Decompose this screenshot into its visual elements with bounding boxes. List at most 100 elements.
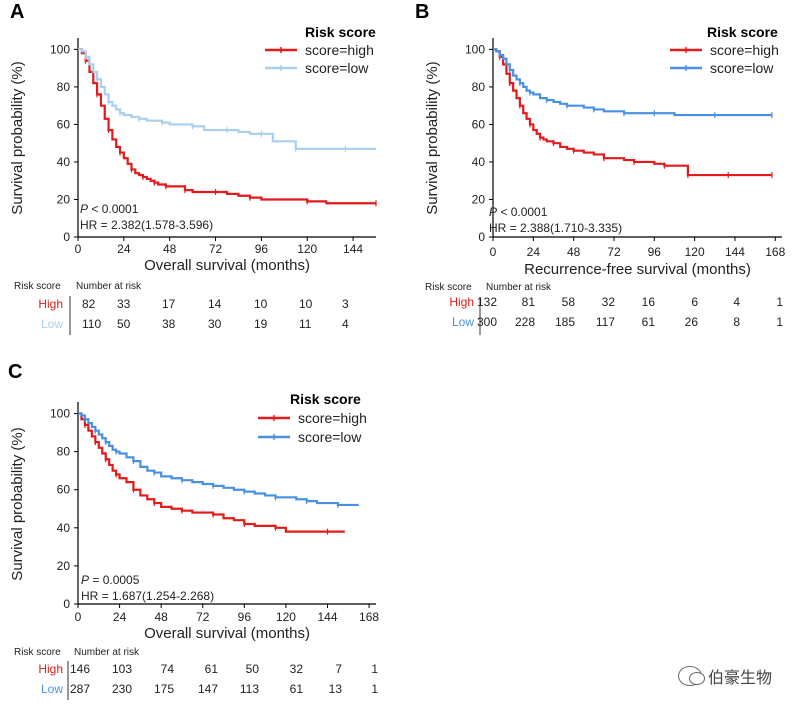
x-tick-label: 24 bbox=[113, 610, 127, 624]
risk-table-value: 13 bbox=[329, 682, 343, 696]
legend-label: score=high bbox=[298, 410, 367, 426]
risk-table-row-label: Low bbox=[452, 315, 474, 329]
risk-table-value: 10 bbox=[254, 297, 268, 311]
risk-table-value: 10 bbox=[299, 297, 313, 311]
watermark: 伯豪生物 bbox=[677, 664, 772, 688]
y-axis-label: Survival probability (%) bbox=[9, 61, 26, 214]
legend-label: score=low bbox=[710, 60, 774, 76]
risk-table-value: 110 bbox=[82, 317, 101, 331]
x-tick-label: 144 bbox=[725, 245, 745, 259]
risk-table-value: 82 bbox=[82, 297, 96, 311]
y-tick-label: 60 bbox=[57, 117, 71, 131]
risk-table-value: 7 bbox=[335, 662, 342, 676]
risk-table-value: 1 bbox=[371, 682, 378, 696]
y-tick-label: 80 bbox=[472, 80, 486, 94]
risk-table-value: 117 bbox=[596, 315, 615, 329]
x-tick-label: 96 bbox=[255, 242, 269, 256]
risk-table-header-left: Risk score bbox=[14, 281, 61, 292]
risk-table-value: 175 bbox=[154, 682, 174, 696]
risk-table-value: 81 bbox=[522, 295, 536, 309]
risk-table-header-left: Risk score bbox=[425, 282, 472, 293]
risk-table-value: 50 bbox=[246, 662, 260, 676]
km-curve-score=low bbox=[78, 48, 376, 150]
legend-title: Risk score bbox=[707, 24, 778, 40]
x-tick-label: 168 bbox=[765, 245, 785, 259]
risk-table-value: 61 bbox=[642, 315, 656, 329]
x-tick-label: 72 bbox=[607, 245, 621, 259]
risk-table-value: 1 bbox=[371, 662, 378, 676]
y-tick-label: 100 bbox=[465, 42, 485, 56]
x-axis-label: Recurrence-free survival (months) bbox=[524, 261, 751, 278]
risk-table-value: 61 bbox=[290, 682, 304, 696]
y-tick-label: 0 bbox=[63, 230, 70, 244]
risk-table-value: 38 bbox=[162, 317, 176, 331]
hr-annotation: HR = 1.687(1.254-2.268) bbox=[81, 589, 214, 603]
x-tick-label: 24 bbox=[117, 242, 131, 256]
x-tick-label: 72 bbox=[196, 610, 210, 624]
km-curve-score=low bbox=[78, 412, 359, 507]
y-tick-label: 20 bbox=[57, 559, 71, 573]
y-tick-label: 60 bbox=[57, 483, 71, 497]
risk-table-value: 16 bbox=[642, 295, 656, 309]
y-tick-label: 80 bbox=[57, 80, 71, 94]
legend-label: score=high bbox=[305, 42, 374, 58]
y-tick-label: 100 bbox=[50, 407, 70, 421]
panel-label: C bbox=[8, 361, 22, 383]
risk-table-header-left: Risk score bbox=[14, 647, 61, 658]
risk-table-value: 287 bbox=[70, 682, 90, 696]
x-tick-label: 144 bbox=[343, 242, 363, 256]
x-tick-label: 168 bbox=[359, 610, 379, 624]
x-tick-label: 96 bbox=[238, 610, 252, 624]
x-axis-label: Overall survival (months) bbox=[144, 257, 310, 274]
y-tick-label: 80 bbox=[57, 445, 71, 459]
risk-table-row-label: High bbox=[449, 295, 474, 309]
legend-title: Risk score bbox=[290, 391, 361, 407]
x-tick-label: 96 bbox=[648, 245, 662, 259]
risk-table-value: 146 bbox=[70, 662, 90, 676]
risk-table-row-label: High bbox=[38, 297, 63, 311]
risk-table-value: 4 bbox=[342, 317, 349, 331]
risk-table-value: 113 bbox=[240, 682, 259, 696]
risk-table-value: 1 bbox=[776, 295, 783, 309]
risk-table-value: 147 bbox=[198, 682, 218, 696]
y-tick-label: 0 bbox=[63, 597, 70, 611]
risk-table-value: 230 bbox=[112, 682, 132, 696]
risk-table-value: 33 bbox=[117, 297, 131, 311]
risk-table-value: 32 bbox=[290, 662, 304, 676]
p-value-annotation: P < 0.0001 bbox=[489, 205, 548, 219]
hr-annotation: HR = 2.382(1.578-3.596) bbox=[80, 218, 213, 232]
x-tick-label: 72 bbox=[209, 242, 223, 256]
y-tick-label: 100 bbox=[50, 42, 70, 56]
y-tick-label: 0 bbox=[478, 230, 485, 244]
x-tick-label: 48 bbox=[154, 610, 168, 624]
y-axis-label: Survival probability (%) bbox=[9, 427, 26, 580]
panel-label: B bbox=[415, 1, 429, 23]
risk-table-value: 14 bbox=[208, 297, 222, 311]
risk-table-value: 17 bbox=[162, 297, 176, 311]
risk-table-value: 8 bbox=[733, 315, 740, 329]
risk-table-value: 32 bbox=[602, 295, 616, 309]
risk-table-header-right: Number at risk bbox=[76, 281, 142, 292]
legend-label: score=low bbox=[298, 429, 362, 445]
hr-annotation: HR = 2.388(1.710-3.335) bbox=[489, 221, 622, 235]
risk-table-value: 132 bbox=[477, 295, 497, 309]
y-tick-label: 40 bbox=[57, 521, 71, 535]
x-tick-label: 120 bbox=[297, 242, 317, 256]
risk-table-value: 3 bbox=[342, 297, 349, 311]
risk-table-value: 74 bbox=[161, 662, 175, 676]
legend-label: score=high bbox=[710, 42, 779, 58]
risk-table-value: 4 bbox=[733, 295, 740, 309]
y-axis-label: Survival probability (%) bbox=[424, 61, 441, 214]
x-tick-label: 0 bbox=[490, 245, 497, 259]
risk-table-value: 61 bbox=[205, 662, 219, 676]
y-tick-label: 40 bbox=[472, 155, 486, 169]
risk-table-value: 1 bbox=[776, 315, 783, 329]
wechat-icon bbox=[677, 666, 705, 686]
risk-table-value: 185 bbox=[555, 315, 575, 329]
risk-table-value: 6 bbox=[691, 295, 698, 309]
risk-table-value: 30 bbox=[208, 317, 222, 331]
x-tick-label: 48 bbox=[567, 245, 581, 259]
x-tick-label: 0 bbox=[75, 242, 82, 256]
panel-label: A bbox=[10, 1, 24, 23]
